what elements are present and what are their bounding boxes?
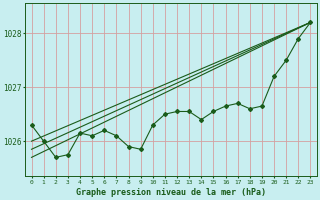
X-axis label: Graphe pression niveau de la mer (hPa): Graphe pression niveau de la mer (hPa) [76,188,266,197]
